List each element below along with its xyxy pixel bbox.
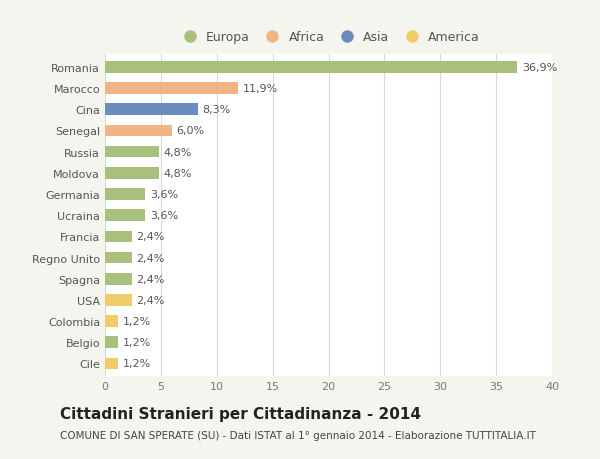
Text: 2,4%: 2,4% <box>136 274 164 284</box>
Bar <box>105 316 118 327</box>
Text: 11,9%: 11,9% <box>242 84 278 94</box>
Text: 4,8%: 4,8% <box>163 147 191 157</box>
Bar <box>105 210 145 222</box>
Bar <box>105 104 198 116</box>
Text: 2,4%: 2,4% <box>136 232 164 242</box>
Bar <box>105 189 145 201</box>
Text: COMUNE DI SAN SPERATE (SU) - Dati ISTAT al 1° gennaio 2014 - Elaborazione TUTTIT: COMUNE DI SAN SPERATE (SU) - Dati ISTAT … <box>60 431 536 441</box>
Text: 3,6%: 3,6% <box>150 211 178 221</box>
Text: 2,4%: 2,4% <box>136 253 164 263</box>
Text: 8,3%: 8,3% <box>202 105 230 115</box>
Text: 3,6%: 3,6% <box>150 190 178 200</box>
Bar <box>105 231 132 243</box>
Text: 36,9%: 36,9% <box>522 63 557 73</box>
Bar <box>105 358 118 369</box>
Text: 2,4%: 2,4% <box>136 295 164 305</box>
Text: 1,2%: 1,2% <box>123 337 151 347</box>
Bar <box>105 168 158 179</box>
Bar <box>105 62 517 73</box>
Text: 6,0%: 6,0% <box>176 126 205 136</box>
Text: 1,2%: 1,2% <box>123 358 151 369</box>
Bar <box>105 146 158 158</box>
Bar <box>105 273 132 285</box>
Bar <box>105 252 132 264</box>
Bar <box>105 337 118 348</box>
Bar <box>105 125 172 137</box>
Legend: Europa, Africa, Asia, America: Europa, Africa, Asia, America <box>172 26 485 49</box>
Text: Cittadini Stranieri per Cittadinanza - 2014: Cittadini Stranieri per Cittadinanza - 2… <box>60 406 421 421</box>
Text: 1,2%: 1,2% <box>123 316 151 326</box>
Text: 4,8%: 4,8% <box>163 168 191 179</box>
Bar <box>105 295 132 306</box>
Bar <box>105 83 238 95</box>
